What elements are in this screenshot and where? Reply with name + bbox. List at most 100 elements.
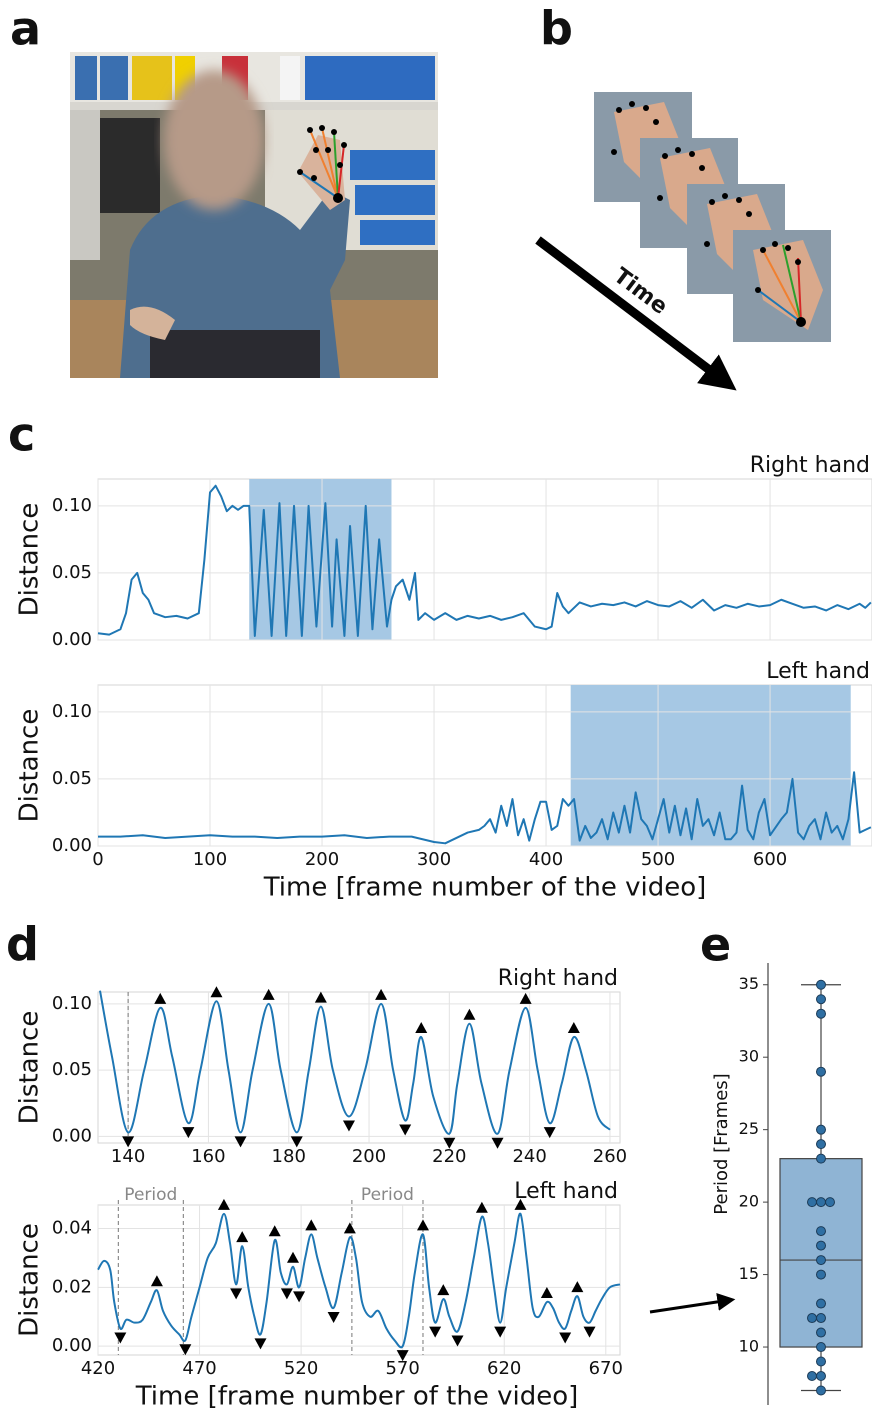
- y-tick-label: 0.02: [52, 1276, 92, 1297]
- trough-marker: [543, 1127, 556, 1139]
- panel-label: d: [6, 918, 39, 972]
- y-tick-label: 0.10: [52, 993, 92, 1014]
- trough-marker: [179, 1344, 192, 1356]
- data-point: [816, 1269, 826, 1280]
- trough-marker: [491, 1137, 504, 1149]
- peak-marker: [268, 1225, 281, 1237]
- x-axis-label: Time [frame number of the video]: [263, 873, 707, 903]
- y-tick-label: 0.10: [52, 701, 92, 722]
- trough-marker: [494, 1326, 507, 1338]
- plot-area: [97, 991, 621, 1144]
- trough-marker: [451, 1335, 464, 1347]
- y-tick-label: 25: [739, 1119, 759, 1138]
- data-point: [816, 1066, 826, 1077]
- trough-marker: [293, 1291, 306, 1303]
- y-tick-label: 15: [739, 1264, 759, 1283]
- data-point: [816, 1356, 826, 1367]
- data-point: [816, 1008, 826, 1019]
- data-point: [825, 1197, 835, 1208]
- trough-marker: [254, 1338, 267, 1350]
- y-tick-label: 0.04: [52, 1218, 92, 1239]
- x-tick-label: 160: [191, 1146, 225, 1167]
- x-tick-label: 520: [284, 1358, 318, 1379]
- data-point: [816, 1240, 826, 1251]
- data-point: [816, 1139, 826, 1150]
- y-tick-label: 0.00: [52, 1335, 92, 1356]
- frame-stack: Time: [535, 92, 831, 391]
- panel-title: Right hand: [750, 453, 870, 478]
- peak-marker: [150, 1275, 163, 1287]
- trough-marker: [280, 1288, 293, 1300]
- y-tick-label: 0.05: [52, 1059, 92, 1080]
- x-tick-label: 180: [272, 1146, 306, 1167]
- x-tick-label: 470: [182, 1358, 216, 1379]
- trough-marker: [342, 1120, 355, 1132]
- y-tick-label: 0.05: [52, 562, 92, 583]
- y-tick-label: 0.00: [52, 629, 92, 650]
- link-arrow: [649, 1292, 736, 1314]
- data-point: [816, 1197, 826, 1208]
- x-tick-label: 100: [193, 849, 227, 870]
- panel-label: b: [540, 2, 573, 56]
- data-point: [816, 1298, 826, 1309]
- trough-marker: [399, 1124, 412, 1136]
- x-tick-label: 220: [432, 1146, 466, 1167]
- plot-area: [97, 478, 872, 641]
- data-line: [97, 1212, 621, 1349]
- trough-marker: [396, 1350, 409, 1362]
- trough-marker: [122, 1136, 135, 1148]
- trough-marker: [559, 1332, 572, 1344]
- peak-marker: [375, 988, 388, 1000]
- peak-marker: [437, 1284, 450, 1296]
- peak-marker: [567, 1022, 580, 1034]
- peak-marker: [236, 1231, 249, 1243]
- data-point: [816, 1313, 826, 1324]
- trough-marker: [114, 1332, 127, 1344]
- x-tick-label: 260: [593, 1146, 627, 1167]
- data-point: [807, 1313, 817, 1324]
- data-line: [98, 771, 872, 845]
- peak-marker: [343, 1222, 356, 1234]
- peak-marker: [217, 1198, 230, 1210]
- trough-marker: [327, 1311, 340, 1323]
- peak-marker: [314, 991, 327, 1003]
- peak-marker: [154, 992, 167, 1004]
- peak-marker: [305, 1219, 318, 1231]
- peak-marker: [514, 1198, 527, 1210]
- y-axis-label: Period [Frames]: [711, 1073, 732, 1214]
- data-point: [816, 1342, 826, 1353]
- data-point: [807, 1197, 817, 1208]
- y-axis-label: Distance: [15, 1011, 45, 1125]
- data-point: [816, 1371, 826, 1382]
- x-tick-label: 420: [81, 1358, 115, 1379]
- x-tick-label: 140: [111, 1146, 145, 1167]
- peak-marker: [519, 992, 532, 1004]
- photo: [70, 52, 438, 378]
- peak-marker: [475, 1201, 488, 1213]
- y-tick-label: 30: [739, 1047, 759, 1066]
- y-axis-label: Distance: [15, 503, 45, 617]
- trough-marker: [429, 1326, 442, 1338]
- data-point: [816, 1255, 826, 1266]
- trough-marker: [290, 1136, 303, 1148]
- y-axis-label: Distance: [15, 1223, 45, 1337]
- panel-title: Left hand: [514, 1179, 618, 1204]
- x-tick-label: 200: [352, 1146, 386, 1167]
- trough-marker: [230, 1288, 243, 1300]
- y-tick-label: 0.00: [52, 835, 92, 856]
- x-tick-label: 240: [512, 1146, 546, 1167]
- data-point: [807, 1371, 817, 1382]
- data-point: [816, 1124, 826, 1135]
- trough-marker: [443, 1137, 456, 1149]
- x-tick-label: 620: [487, 1358, 521, 1379]
- peak-marker: [210, 986, 223, 998]
- panel-title: Left hand: [766, 659, 870, 684]
- peak-marker: [571, 1281, 584, 1293]
- panel-label: e: [700, 918, 731, 972]
- peak-marker: [415, 1022, 428, 1034]
- trough-marker: [583, 1326, 596, 1338]
- data-line: [99, 990, 611, 1135]
- y-tick-label: 0.00: [52, 1125, 92, 1146]
- x-tick-label: 400: [529, 849, 563, 870]
